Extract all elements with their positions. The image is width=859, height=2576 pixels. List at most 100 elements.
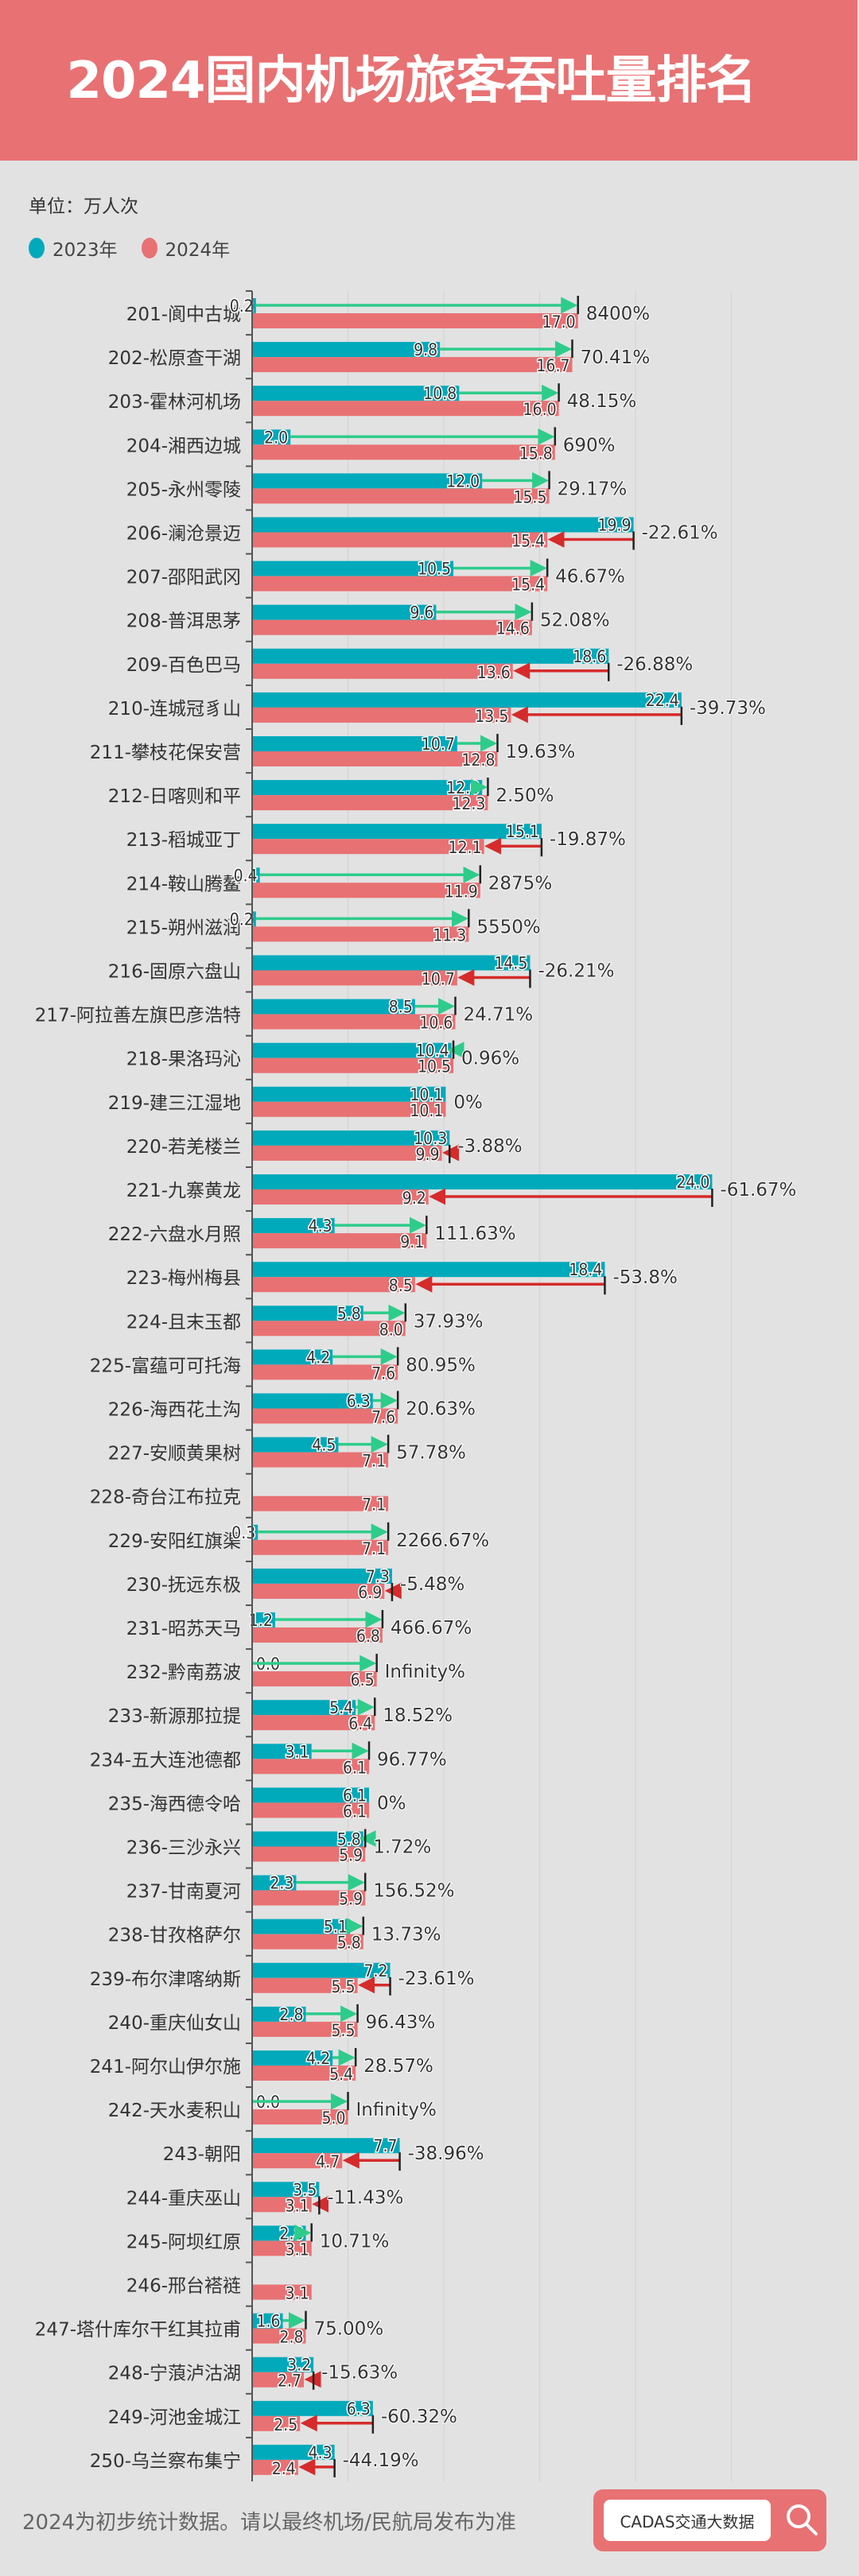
legend-label-2024: 2024年 — [165, 240, 231, 261]
bar-2023 — [252, 2313, 283, 2329]
cadas-badge[interactable]: CADAS交通大数据 — [593, 2489, 826, 2551]
value-label-2024: 5.8 — [337, 1934, 361, 1953]
change-label: -22.61% — [642, 523, 718, 544]
bar-2024 — [252, 970, 457, 986]
bar-2023 — [252, 298, 256, 313]
category-label: 214-鞍山腾鳌 — [126, 874, 241, 894]
change-label: 57.78% — [396, 1443, 466, 1464]
category-label: 231-昭苏天马 — [126, 1619, 241, 1639]
category-label: 210-连城冠豸山 — [108, 699, 241, 720]
bar-2023 — [252, 1787, 370, 1803]
value-label-2024: 15.5 — [513, 487, 546, 506]
category-label: 246-邢台褡裢 — [126, 2276, 241, 2297]
bar-2024 — [252, 488, 550, 504]
bar-2023 — [252, 517, 634, 533]
value-label-2024: 13.6 — [477, 663, 511, 682]
value-label-2023: 10.5 — [418, 560, 451, 579]
value-label-2023: 22.4 — [646, 691, 679, 710]
value-label-2023: 4.2 — [306, 2049, 330, 2068]
bar-2023 — [252, 386, 460, 402]
legend-dot-2024-icon — [141, 238, 157, 258]
value-label-2023: 4.2 — [306, 1348, 330, 1367]
value-label-2024: 3.1 — [286, 2240, 309, 2259]
badge-label: CADAS交通大数据 — [604, 2500, 771, 2541]
bar-2023 — [252, 429, 291, 445]
bar-2024 — [252, 1014, 456, 1030]
category-label: 230-抚远东极 — [126, 1575, 241, 1596]
value-label-2024: 5.4 — [329, 2065, 353, 2084]
category-label: 217-阿拉善左旗巴彦浩特 — [35, 1006, 241, 1026]
unit-label: 单位：万人次 — [29, 196, 138, 217]
value-label-2023: 4.3 — [309, 1216, 332, 1236]
value-label-2023: 19.9 — [598, 516, 632, 535]
value-label-2024: 10.5 — [418, 1057, 451, 1077]
bar-2024 — [252, 1539, 389, 1555]
value-label-2024: 5.9 — [339, 1890, 363, 1909]
value-label-2024: 7.6 — [371, 1408, 395, 1427]
change-label: 96.77% — [377, 1749, 447, 1770]
category-label: 248-宁蒗泸沽湖 — [108, 2364, 241, 2384]
footer-note: 2024为初步统计数据。请以最终机场/民航局发布为准 — [22, 2511, 516, 2535]
category-label: 245-阿坝红原 — [126, 2232, 241, 2252]
bar-2023 — [252, 648, 609, 664]
category-label: 247-塔什库尔干红其拉甫 — [35, 2320, 241, 2341]
value-label-2023: 0.2 — [230, 910, 254, 929]
bar-2024 — [252, 313, 578, 328]
category-label: 209-百色巴马 — [126, 655, 241, 676]
value-label-2023: 4.5 — [312, 1436, 336, 1455]
category-label: 235-海西德令哈 — [108, 1794, 241, 1814]
value-label-2024: 5.9 — [339, 1846, 363, 1865]
value-label-2024: 17.0 — [542, 312, 576, 332]
category-label: 202-松原查干湖 — [108, 348, 241, 369]
bar-2024 — [252, 2240, 312, 2256]
bar-2023 — [252, 2444, 335, 2460]
bar-2023 — [252, 955, 531, 971]
bar-2023 — [252, 2400, 373, 2416]
category-label: 208-普洱思茅 — [126, 611, 241, 632]
category-label: 250-乌兰察布集宁 — [90, 2451, 241, 2472]
change-label: -53.8% — [612, 1267, 677, 1288]
category-label: 241-阿尔山伊尔施 — [90, 2057, 241, 2077]
change-label: 10.71% — [320, 2231, 390, 2252]
value-label-2024: 15.8 — [519, 444, 553, 463]
bar-2024 — [252, 357, 573, 373]
bar-2023 — [252, 867, 260, 883]
category-label: 213-稻城亚丁 — [126, 830, 241, 851]
category-label: 205-永州零陵 — [126, 479, 241, 500]
change-label: -23.61% — [398, 1969, 475, 1989]
bar-2024 — [252, 926, 469, 942]
bar-2024 — [252, 1452, 389, 1468]
legend-item-2024: 2024年 — [141, 235, 231, 262]
legend: 2023年 2024年 — [29, 235, 254, 262]
bar-2023 — [252, 1349, 333, 1365]
change-label: -11.43% — [327, 2187, 403, 2208]
category-label: 222-六盘水月照 — [108, 1224, 241, 1245]
category-label: 238-甘孜格萨尔 — [108, 1926, 241, 1946]
search-icon[interactable] — [783, 2500, 821, 2539]
value-label-2023: 5.8 — [337, 1304, 361, 1323]
category-label: 249-河池金城江 — [108, 2407, 241, 2428]
value-label-2024: 7.1 — [362, 1452, 386, 1471]
value-label-2024: 8.5 — [389, 1276, 413, 1295]
change-label: -61.67% — [720, 1180, 796, 1201]
bar-2023 — [252, 2357, 314, 2372]
bar-2023 — [252, 1437, 339, 1453]
value-label-2024: 6.1 — [343, 1758, 367, 1777]
bar-2023 — [252, 1700, 356, 1716]
value-label-2023: 10.7 — [422, 735, 455, 754]
category-label: 223-梅州梅县 — [126, 1268, 241, 1289]
change-label: 80.95% — [406, 1355, 476, 1375]
value-label-2024: 9.9 — [416, 1145, 440, 1164]
bar-2024 — [252, 2284, 312, 2300]
title-banner: 2024国内机场旅客吞吐量排名 — [0, 0, 857, 161]
bar-2024 — [252, 1277, 415, 1293]
value-label-2023: 18.4 — [569, 1260, 602, 1279]
change-label: 0% — [377, 1793, 406, 1814]
value-label-2024: 13.5 — [475, 707, 508, 726]
category-label: 207-邵阳武冈 — [126, 568, 241, 588]
change-label: 24.71% — [463, 1005, 533, 1026]
value-label-2024: 15.4 — [511, 576, 545, 595]
change-label: 0% — [453, 1092, 483, 1113]
value-label-2024: 12.1 — [449, 838, 482, 857]
change-label: 70.41% — [580, 347, 650, 368]
